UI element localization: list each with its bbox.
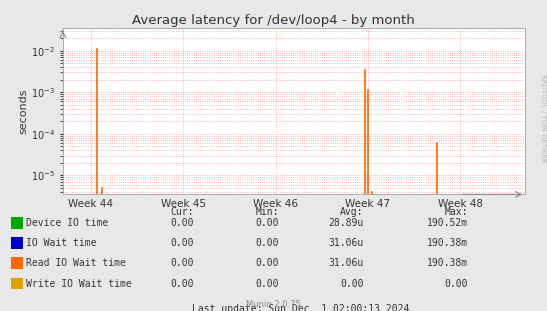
Text: 0.00: 0.00 <box>255 279 279 289</box>
Text: 190.52m: 190.52m <box>427 218 468 228</box>
Text: 0.00: 0.00 <box>171 279 194 289</box>
Text: 0.00: 0.00 <box>171 218 194 228</box>
Text: 0.00: 0.00 <box>255 258 279 268</box>
Text: Max:: Max: <box>444 207 468 217</box>
Text: Avg:: Avg: <box>340 207 364 217</box>
Text: Cur:: Cur: <box>171 207 194 217</box>
Y-axis label: seconds: seconds <box>18 88 28 134</box>
Text: 0.00: 0.00 <box>340 279 364 289</box>
Text: 0.00: 0.00 <box>255 218 279 228</box>
Text: 0.00: 0.00 <box>255 238 279 248</box>
Text: 190.38m: 190.38m <box>427 238 468 248</box>
Text: RRDTOOL / TOBI OETIKER: RRDTOOL / TOBI OETIKER <box>540 74 546 163</box>
Text: 0.00: 0.00 <box>171 238 194 248</box>
Text: Average latency for /dev/loop4 - by month: Average latency for /dev/loop4 - by mont… <box>132 14 415 27</box>
Text: Read IO Wait time: Read IO Wait time <box>26 258 126 268</box>
Text: 31.06u: 31.06u <box>329 238 364 248</box>
Text: 28.89u: 28.89u <box>329 218 364 228</box>
Text: Write IO Wait time: Write IO Wait time <box>26 279 131 289</box>
Text: Munin 2.0.75: Munin 2.0.75 <box>246 300 301 309</box>
Text: 190.38m: 190.38m <box>427 258 468 268</box>
Text: 31.06u: 31.06u <box>329 258 364 268</box>
Text: 0.00: 0.00 <box>444 279 468 289</box>
Text: Last update: Sun Dec  1 02:00:13 2024: Last update: Sun Dec 1 02:00:13 2024 <box>192 304 410 311</box>
Text: Min:: Min: <box>255 207 279 217</box>
Text: Device IO time: Device IO time <box>26 218 108 228</box>
Text: 0.00: 0.00 <box>171 258 194 268</box>
Text: IO Wait time: IO Wait time <box>26 238 96 248</box>
